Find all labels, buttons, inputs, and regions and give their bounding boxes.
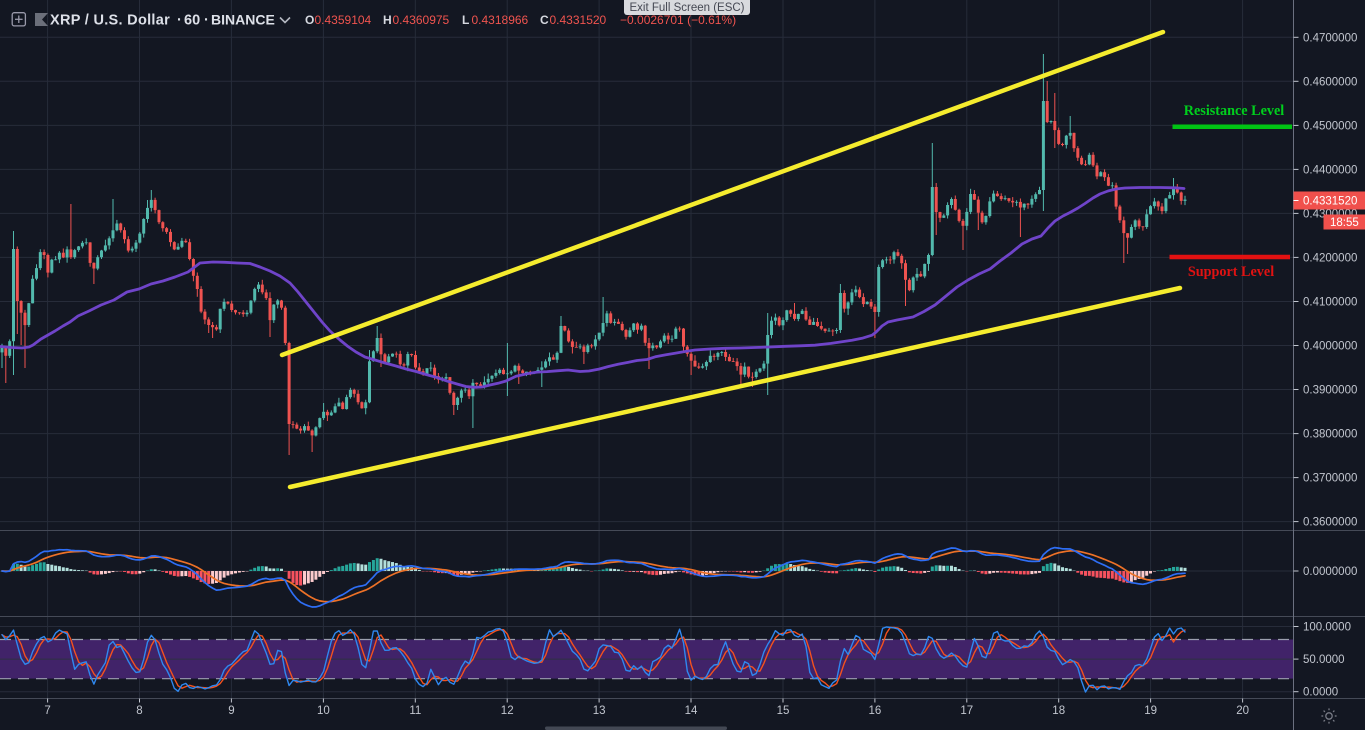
svg-text:16: 16 bbox=[869, 705, 882, 717]
svg-text:0.4331520: 0.4331520 bbox=[550, 13, 607, 27]
svg-text:13: 13 bbox=[593, 705, 606, 717]
svg-text:C: C bbox=[540, 13, 549, 27]
svg-text:·: · bbox=[177, 13, 182, 29]
svg-text:20: 20 bbox=[1236, 705, 1249, 717]
svg-text:14: 14 bbox=[685, 705, 698, 717]
svg-text:O: O bbox=[305, 13, 314, 27]
svg-text:15: 15 bbox=[777, 705, 790, 717]
svg-text:0.4600000: 0.4600000 bbox=[1303, 76, 1357, 88]
svg-text:100.0000: 100.0000 bbox=[1303, 622, 1351, 634]
svg-text:0.4360975: 0.4360975 bbox=[393, 13, 450, 27]
svg-text:·: · bbox=[204, 13, 209, 29]
svg-text:0.3800000: 0.3800000 bbox=[1303, 429, 1357, 441]
svg-text:0.3700000: 0.3700000 bbox=[1303, 473, 1357, 485]
svg-text:18:55: 18:55 bbox=[1330, 217, 1359, 229]
svg-text:0.4359104: 0.4359104 bbox=[315, 13, 372, 27]
svg-text:0.0000: 0.0000 bbox=[1303, 687, 1338, 699]
svg-text:Support Level: Support Level bbox=[1188, 264, 1274, 280]
svg-text:18: 18 bbox=[1052, 705, 1065, 717]
svg-text:9: 9 bbox=[228, 705, 234, 717]
svg-text:60: 60 bbox=[184, 13, 200, 29]
svg-text:19: 19 bbox=[1144, 705, 1157, 717]
svg-text:0.4000000: 0.4000000 bbox=[1303, 341, 1357, 353]
svg-text:0.3900000: 0.3900000 bbox=[1303, 385, 1357, 397]
svg-text:L: L bbox=[462, 13, 469, 27]
svg-text:8: 8 bbox=[136, 705, 142, 717]
svg-text:H: H bbox=[383, 13, 392, 27]
svg-text:−0.0026701 (−0.61%): −0.0026701 (−0.61%) bbox=[620, 13, 736, 27]
svg-text:0.4200000: 0.4200000 bbox=[1303, 252, 1357, 264]
svg-text:11: 11 bbox=[409, 705, 421, 717]
svg-text:0.0000000: 0.0000000 bbox=[1303, 566, 1357, 578]
svg-text:50.0000: 50.0000 bbox=[1303, 654, 1345, 666]
svg-text:Resistance Level: Resistance Level bbox=[1184, 103, 1285, 119]
svg-text:12: 12 bbox=[501, 705, 514, 717]
svg-text:10: 10 bbox=[317, 705, 330, 717]
svg-text:Exit Full Screen (ESC): Exit Full Screen (ESC) bbox=[629, 2, 744, 14]
svg-text:0.4400000: 0.4400000 bbox=[1303, 164, 1357, 176]
svg-text:XRP / U.S. Dollar: XRP / U.S. Dollar bbox=[50, 13, 170, 29]
svg-text:0.4318966: 0.4318966 bbox=[472, 13, 529, 27]
svg-text:0.4331520: 0.4331520 bbox=[1303, 196, 1357, 208]
svg-text:BINANCE: BINANCE bbox=[211, 12, 275, 28]
svg-text:17: 17 bbox=[960, 705, 973, 717]
svg-text:0.4100000: 0.4100000 bbox=[1303, 297, 1357, 309]
svg-text:0.4700000: 0.4700000 bbox=[1303, 32, 1357, 44]
svg-text:7: 7 bbox=[44, 705, 50, 717]
svg-text:0.3600000: 0.3600000 bbox=[1303, 517, 1357, 529]
svg-text:0.4500000: 0.4500000 bbox=[1303, 120, 1357, 132]
